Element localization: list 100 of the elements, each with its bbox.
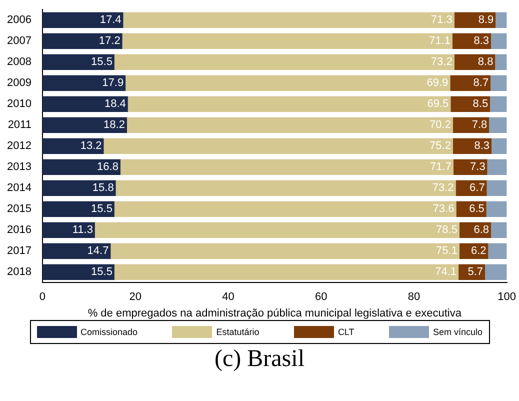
y-tick-label: 2011 bbox=[8, 119, 32, 132]
bar bbox=[42, 12, 124, 28]
bar bbox=[128, 96, 451, 112]
data-label: 7.3 bbox=[470, 161, 486, 174]
bar bbox=[491, 222, 507, 238]
bar bbox=[456, 201, 486, 217]
data-label: 6.2 bbox=[470, 245, 486, 258]
bar bbox=[42, 117, 127, 133]
bar bbox=[126, 117, 453, 133]
data-label: 15.8 bbox=[92, 182, 114, 194]
data-label: 8.3 bbox=[474, 35, 490, 48]
bar bbox=[42, 264, 114, 280]
y-tick-label: 2018 bbox=[6, 266, 32, 278]
bar bbox=[454, 12, 496, 28]
legend-label: Sem vínculo bbox=[432, 327, 482, 337]
data-label: 75.2 bbox=[430, 140, 451, 152]
y-tick-label: 2009 bbox=[6, 77, 32, 90]
bar bbox=[120, 159, 454, 175]
x-tick-label: 20 bbox=[129, 291, 142, 304]
bar bbox=[491, 33, 507, 49]
bar bbox=[42, 33, 122, 49]
legend-label: CLT bbox=[338, 327, 354, 337]
bar bbox=[42, 75, 126, 91]
data-label: 7.8 bbox=[472, 119, 488, 132]
x-tick-label: 0 bbox=[39, 291, 46, 304]
data-label: 70.2 bbox=[430, 119, 451, 132]
data-label: 8.9 bbox=[478, 14, 494, 26]
data-label: 78.5 bbox=[436, 224, 458, 236]
bar bbox=[42, 180, 116, 196]
data-label: 8.8 bbox=[478, 56, 494, 68]
bar bbox=[42, 138, 104, 154]
data-label: 8.7 bbox=[473, 77, 489, 90]
y-tick-label: 2017 bbox=[6, 245, 32, 258]
bar bbox=[456, 180, 487, 196]
text: (c) Brasil bbox=[214, 346, 306, 373]
data-label: 16.8 bbox=[97, 161, 118, 174]
legend-label: Estatutário bbox=[216, 327, 260, 337]
bar bbox=[94, 222, 460, 238]
bar bbox=[42, 243, 111, 259]
data-label: 5.7 bbox=[468, 266, 483, 278]
data-label: 69.9 bbox=[426, 77, 448, 90]
bar bbox=[114, 201, 456, 217]
bar bbox=[104, 138, 453, 154]
legend-label: Comissionado bbox=[80, 327, 138, 337]
bar bbox=[490, 96, 507, 112]
y-tick-label: 2015 bbox=[6, 203, 32, 216]
bar bbox=[450, 96, 490, 112]
bar bbox=[42, 96, 128, 112]
data-label: 18.2 bbox=[104, 119, 125, 132]
x-tick-label: 100 bbox=[498, 291, 516, 304]
bar bbox=[492, 138, 507, 154]
data-label: 6.5 bbox=[469, 203, 484, 216]
data-label: 15.5 bbox=[91, 203, 112, 216]
y-tick-label: 2006 bbox=[6, 14, 32, 26]
data-label: 74.1 bbox=[435, 266, 457, 278]
data-label: 15.5 bbox=[91, 266, 112, 278]
data-label: 17.4 bbox=[100, 14, 122, 26]
bar bbox=[496, 12, 507, 28]
x-tick-label: 80 bbox=[408, 291, 420, 304]
data-label: 17.9 bbox=[102, 77, 124, 90]
data-label: 18.4 bbox=[104, 98, 126, 110]
bar bbox=[488, 243, 507, 259]
bar bbox=[489, 117, 507, 133]
x-axis-title: % de empregados na administração pública municipal legislativa e executiva bbox=[88, 307, 462, 320]
y-tick-label: 2016 bbox=[6, 224, 32, 236]
y-tick-label: 2010 bbox=[6, 98, 32, 110]
bar bbox=[126, 75, 450, 91]
bar bbox=[454, 54, 496, 70]
bar bbox=[453, 159, 488, 175]
bar bbox=[452, 33, 492, 49]
bar bbox=[486, 180, 507, 196]
data-label: 73.2 bbox=[432, 182, 454, 194]
bar bbox=[114, 264, 459, 280]
data-label: 75.1 bbox=[436, 245, 458, 258]
bar bbox=[42, 54, 114, 70]
data-label: 6.7 bbox=[470, 182, 485, 194]
y-tick-label: 2014 bbox=[6, 182, 32, 194]
x-tick-label: 40 bbox=[222, 291, 234, 304]
data-label: 71.3 bbox=[430, 14, 452, 26]
data-label: 73.2 bbox=[430, 56, 452, 68]
data-label: 17.2 bbox=[98, 35, 120, 48]
data-label: 71.7 bbox=[430, 161, 452, 174]
bar bbox=[116, 180, 456, 196]
bar bbox=[110, 243, 460, 259]
bar bbox=[450, 75, 491, 91]
data-label: 8.5 bbox=[472, 98, 488, 110]
data-label: 73.6 bbox=[432, 203, 454, 216]
data-label: 69.5 bbox=[427, 98, 449, 110]
bar bbox=[42, 201, 114, 217]
data-label: 6.8 bbox=[474, 224, 490, 236]
y-tick-label: 2007 bbox=[6, 35, 32, 48]
y-tick-label: 2008 bbox=[6, 56, 32, 68]
data-label: 13.2 bbox=[80, 140, 102, 152]
data-label: 71.1 bbox=[429, 35, 450, 48]
bar bbox=[486, 201, 507, 217]
bar bbox=[122, 33, 452, 49]
y-tick-label: 2012 bbox=[6, 140, 32, 152]
x-tick-label: 60 bbox=[314, 291, 328, 304]
bar bbox=[458, 264, 485, 280]
bar bbox=[42, 222, 95, 238]
